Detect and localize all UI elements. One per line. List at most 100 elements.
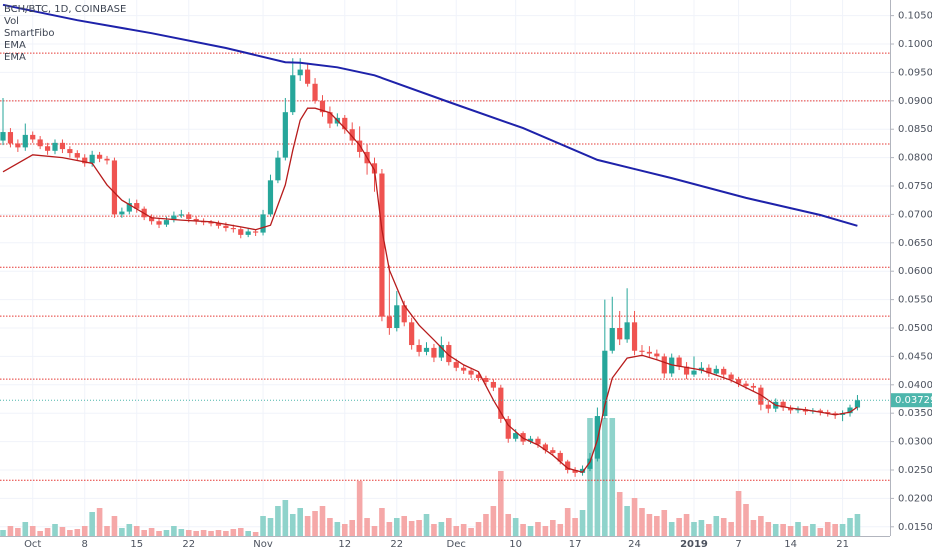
volume-bar (460, 524, 467, 536)
volume-bar (594, 418, 601, 536)
candle-body (238, 229, 244, 235)
candle-body (342, 117, 348, 130)
volume-bar (468, 528, 474, 536)
volume-bar (297, 508, 303, 536)
candle-body (505, 418, 511, 439)
volume-bar (304, 516, 311, 536)
candle-body (706, 367, 712, 374)
volume-bar (81, 526, 88, 536)
volume-bar (44, 528, 51, 536)
candle-body (89, 154, 95, 164)
candle-body (394, 305, 400, 329)
candle-body (795, 409, 801, 411)
ema-layer (0, 3, 890, 474)
volume-bar (364, 518, 370, 536)
volume-bar (817, 528, 824, 536)
x-tick-label: 14 (784, 539, 797, 550)
y-tick-label: 0.01500 (898, 522, 932, 533)
candle-body (305, 69, 311, 84)
candle-body (416, 345, 422, 352)
volume-bar (29, 526, 36, 536)
volume-bar (156, 531, 162, 536)
candle-body (453, 362, 459, 368)
candle-body (253, 231, 259, 233)
volume-bar (393, 518, 400, 536)
candle-body (215, 223, 222, 226)
volume-bar (141, 530, 147, 536)
volume-bar (260, 516, 266, 536)
volume-bar (527, 526, 534, 536)
candle-body (223, 225, 229, 229)
candle-body (780, 401, 786, 408)
volume-bar (854, 514, 861, 536)
volume-bar (96, 508, 103, 536)
x-tick-label: 15 (130, 539, 143, 550)
candle-body (572, 470, 578, 473)
volume-bar (720, 518, 727, 536)
volume-bar (431, 524, 437, 536)
candle-body (698, 367, 705, 371)
candle-body (171, 215, 177, 221)
volume-bar (483, 514, 489, 536)
candle-body (186, 214, 192, 219)
candle-body (587, 458, 593, 469)
candle-body (691, 370, 697, 375)
candle-body (602, 350, 608, 417)
volume-bar (557, 524, 564, 536)
volume-bar (423, 514, 430, 536)
volume-bar (713, 516, 720, 536)
x-tick-label: 22 (182, 539, 195, 550)
candle-body (178, 214, 184, 216)
candle-body (386, 316, 392, 329)
volume-bar (624, 506, 630, 536)
candle-body (327, 112, 333, 124)
candle-body (52, 142, 58, 151)
legend-entry: EMA (4, 40, 26, 51)
volume-bar (327, 518, 333, 536)
x-tick-label: 2019 (680, 539, 708, 550)
volume-bar (691, 522, 697, 536)
candle-body (513, 433, 519, 439)
volume-bar (67, 530, 73, 536)
volume-bar (245, 531, 251, 536)
candle-body (825, 412, 831, 414)
volume-bar (654, 516, 660, 536)
candle-body (111, 160, 118, 215)
volume-bar (341, 524, 348, 536)
volume-bar (416, 520, 422, 536)
candle-body (617, 328, 623, 340)
candle-body (349, 129, 355, 141)
candle-body (542, 444, 548, 451)
volume-bar (379, 508, 385, 536)
volume-bar (148, 528, 155, 536)
candle-body (609, 328, 615, 351)
volume-bar (171, 526, 177, 536)
volume-bar (401, 516, 408, 536)
volume-bar (743, 504, 749, 536)
legend-entry: EMA (4, 52, 26, 63)
candle-body (787, 407, 794, 411)
volume-bar (750, 520, 757, 536)
candle-body (743, 383, 749, 386)
volume-bar (564, 508, 571, 536)
volume-layer (0, 418, 861, 536)
x-tick-label: Oct (24, 539, 41, 550)
volume-bar (728, 522, 734, 536)
candle-body (267, 180, 274, 215)
volume-bar (119, 528, 125, 536)
candle-body (475, 374, 482, 378)
volume-bar (758, 516, 764, 536)
volume-bar (438, 522, 445, 536)
volume-bar (542, 526, 549, 536)
volume-bar (847, 518, 853, 536)
volume-bar (535, 522, 541, 536)
volume-bar (602, 418, 608, 536)
